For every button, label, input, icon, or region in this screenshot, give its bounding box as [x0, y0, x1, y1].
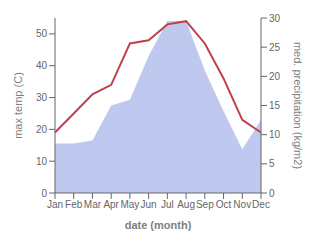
svg-text:Feb: Feb: [65, 199, 83, 210]
svg-text:30: 30: [269, 13, 281, 24]
svg-text:Aug: Aug: [177, 199, 195, 210]
svg-text:Jun: Jun: [141, 199, 157, 210]
svg-text:20: 20: [36, 124, 48, 135]
svg-text:50: 50: [36, 28, 48, 39]
svg-text:40: 40: [36, 60, 48, 71]
svg-text:Nov: Nov: [233, 199, 251, 210]
svg-text:Mar: Mar: [84, 199, 102, 210]
svg-text:15: 15: [269, 100, 281, 111]
svg-text:Oct: Oct: [216, 199, 232, 210]
svg-text:max temp (C): max temp (C): [12, 72, 24, 139]
svg-text:date (month): date (month): [125, 219, 192, 231]
svg-text:Sep: Sep: [196, 199, 214, 210]
svg-text:0: 0: [41, 188, 47, 199]
svg-text:May: May: [120, 199, 139, 210]
svg-text:med. precipitation (kg/m2): med. precipitation (kg/m2): [292, 42, 304, 169]
svg-text:Jul: Jul: [161, 199, 174, 210]
svg-text:5: 5: [269, 158, 275, 169]
svg-text:0: 0: [269, 188, 275, 199]
svg-text:25: 25: [269, 42, 281, 53]
svg-text:20: 20: [269, 71, 281, 82]
svg-text:Jan: Jan: [47, 199, 63, 210]
svg-text:10: 10: [269, 129, 281, 140]
svg-text:Apr: Apr: [103, 199, 119, 210]
svg-text:Dec: Dec: [252, 199, 270, 210]
svg-text:10: 10: [36, 156, 48, 167]
svg-text:30: 30: [36, 92, 48, 103]
